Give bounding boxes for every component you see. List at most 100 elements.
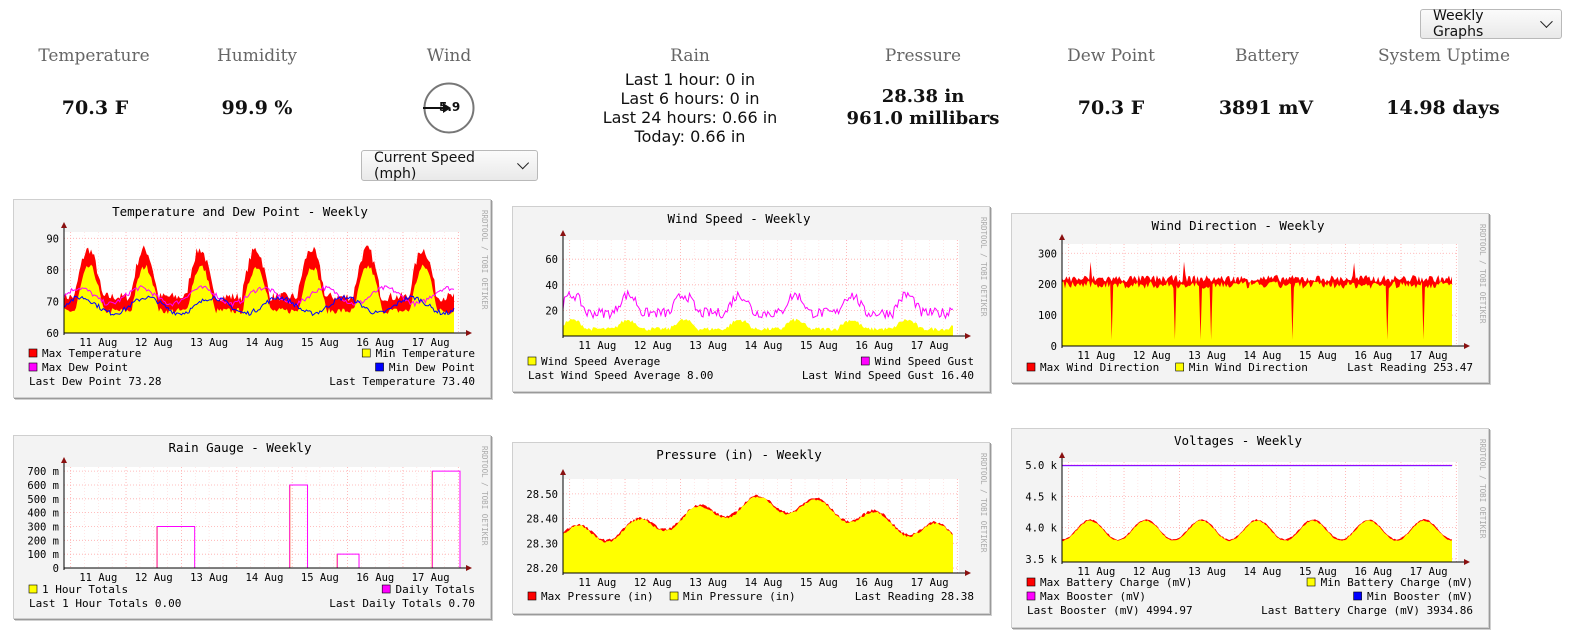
uptime-value: 14.98 days	[1386, 97, 1500, 119]
chart-svg: Wind Speed - Weekly RRDTOOL / TOBI OETIKE…	[527, 211, 988, 382]
y-axis-arrow-icon	[560, 469, 566, 475]
y-tick-label: 200 m	[27, 535, 59, 547]
watermark-text: RRDTOOL / TOBI OETIKER	[979, 453, 988, 553]
x-axis-arrow-icon	[965, 333, 971, 339]
x-tick-label: 17 Aug	[412, 572, 450, 584]
legend-footer-left: Last Booster (mV) 4994.97	[1027, 604, 1193, 617]
period-select[interactable]: Weekly Graphs	[1420, 8, 1562, 40]
y-tick-label: 80	[46, 265, 59, 277]
legend-max-wind-direction-swatch	[1026, 362, 1036, 372]
y-tick-label: 28.20	[526, 563, 558, 575]
battery-title: Battery	[1234, 46, 1300, 66]
chevron-down-icon	[1540, 15, 1553, 28]
legend-min-booster-mv: Min Booster (mV)	[1367, 590, 1473, 603]
y-tick-label: 4.5 k	[1025, 491, 1057, 503]
x-tick-label: 15 Aug	[800, 340, 838, 352]
y-tick-label: 0	[1051, 341, 1057, 353]
chart-title: Voltages - Weekly	[1174, 433, 1302, 448]
chart-svg: Rain Gauge - Weekly RRDTOOL / TOBI OETIKE…	[27, 440, 489, 610]
x-tick-label: 12 Aug	[634, 577, 672, 589]
series-min-wind-direction	[1062, 281, 1452, 346]
y-tick-label: 300	[1038, 248, 1057, 260]
y-tick-label: 300 m	[27, 521, 59, 533]
series-min-pressure	[563, 496, 953, 573]
y-tick-label: 28.30	[526, 538, 558, 550]
legend-min-pressure-in: Min Pressure (in)	[683, 590, 796, 603]
legend-footer-right: Last Battery Charge (mV) 3934.86	[1261, 604, 1473, 617]
x-tick-label: 16 Aug	[356, 572, 394, 584]
x-tick-label: 16 Aug	[1354, 566, 1392, 578]
y-tick-label: 0	[53, 563, 59, 575]
y-tick-label: 90	[46, 233, 59, 245]
y-axis-arrow-icon	[1059, 452, 1065, 458]
pressure-graph: Pressure (in) - Weekly RRDTOOL / TOBI OET…	[512, 442, 990, 614]
y-tick-label: 28.50	[526, 489, 558, 501]
legend-footer-left: Last Dew Point 73.28	[29, 375, 161, 388]
x-tick-label: 12 Aug	[634, 340, 672, 352]
x-tick-label: 15 Aug	[1299, 350, 1337, 362]
x-tick-label: 15 Aug	[301, 337, 339, 349]
legend-max-pressure-in-swatch	[527, 591, 537, 601]
series-daily-totals	[156, 525, 196, 568]
chart-svg: Wind Direction - Weekly RRDTOOL / TOBI OE…	[1026, 218, 1487, 374]
rain-last-1-hour: Last 1 hour: 0 in	[624, 70, 756, 89]
wind-speed-select[interactable]: Current Speed (mph)	[361, 150, 538, 182]
legend-footer: Last Reading 28.38	[855, 590, 974, 603]
x-tick-label: 14 Aug	[1244, 566, 1282, 578]
watermark-text: RRDTOOL / TOBI OETIKER	[480, 210, 489, 310]
legend-max-battery-charge-mv: Max Battery Charge (mV)	[1040, 576, 1192, 589]
chevron-down-icon	[516, 156, 529, 170]
x-tick-label: 12 Aug	[135, 337, 173, 349]
legend-max-temperature: Max Temperature	[42, 347, 141, 360]
chart-title: Wind Speed - Weekly	[668, 211, 811, 226]
wind-title: Wind	[426, 46, 472, 66]
x-tick-label: 15 Aug	[1299, 566, 1337, 578]
legend-max-booster-mv-swatch	[1026, 591, 1036, 601]
y-axis-arrow-icon	[61, 457, 67, 463]
chart-svg: Voltages - Weekly RRDTOOL / TOBI OETIKER 1…	[1025, 433, 1487, 617]
chart-title: Rain Gauge - Weekly	[169, 440, 312, 455]
chart-title: Temperature and Dew Point - Weekly	[112, 204, 368, 219]
rain-last-6-hours: Last 6 hours: 0 in	[620, 89, 760, 108]
y-tick-label: 700 m	[27, 466, 59, 478]
x-tick-label: 13 Aug	[190, 572, 228, 584]
legend-max-dew-point: Max Dew Point	[42, 361, 128, 374]
rain-gauge-graph: Rain Gauge - Weekly RRDTOOL / TOBI OETIKE…	[13, 435, 491, 619]
dew-point-title: Dew Point	[1067, 46, 1155, 66]
series-wind-speed-average	[563, 318, 953, 336]
chart-svg: Pressure (in) - Weekly RRDTOOL / TOBI OET…	[526, 447, 988, 603]
x-tick-label: 17 Aug	[911, 577, 949, 589]
y-tick-label: 60	[46, 328, 59, 340]
series-daily-totals	[431, 470, 461, 568]
voltages-graph: Voltages - Weekly RRDTOOL / TOBI OETIKER 1…	[1011, 428, 1489, 628]
legend-wind-speed-gust-swatch	[860, 356, 870, 366]
series-min-dew-point	[63, 294, 455, 317]
x-tick-label: 17 Aug	[1410, 566, 1448, 578]
legend-max-wind-direction: Max Wind Direction	[1040, 361, 1159, 374]
legend-footer-right: Last Daily Totals 0.70	[329, 597, 475, 610]
series-max-dew-point	[63, 285, 455, 308]
legend-wind-speed-gust: Wind Speed Gust	[875, 355, 974, 368]
watermark-text: RRDTOOL / TOBI OETIKER	[979, 217, 988, 317]
chart-svg: Temperature and Dew Point - Weekly RRDTOO…	[28, 204, 489, 388]
x-tick-label: 14 Aug	[745, 340, 783, 352]
uptime-title: System Uptime	[1377, 46, 1511, 66]
legend-wind-speed-average-swatch	[527, 356, 537, 366]
legend-min-wind-direction-swatch	[1175, 362, 1184, 372]
y-tick-label: 20	[545, 305, 558, 317]
plot-area	[563, 240, 959, 336]
y-tick-label: 60	[545, 254, 558, 266]
legend-footer-left: Last 1 Hour Totals 0.00	[29, 597, 181, 610]
legend-1-hour-totals: 1 Hour Totals	[42, 583, 128, 596]
plot-area	[64, 467, 460, 568]
legend-max-pressure-in: Max Pressure (in)	[541, 590, 654, 603]
x-tick-label: 11 Aug	[79, 337, 117, 349]
series-min-battery-charge	[1062, 520, 1452, 562]
legend-min-dew-point-swatch	[375, 362, 384, 372]
x-tick-label: 11 Aug	[1077, 350, 1115, 362]
temperature-title: Temperature	[38, 46, 150, 66]
legend-footer-right: Last Temperature 73.40	[329, 375, 475, 388]
rain-title: Rain	[670, 46, 710, 66]
y-tick-label: 600 m	[27, 480, 59, 492]
rain-today: Today: 0.66 in	[634, 127, 746, 146]
